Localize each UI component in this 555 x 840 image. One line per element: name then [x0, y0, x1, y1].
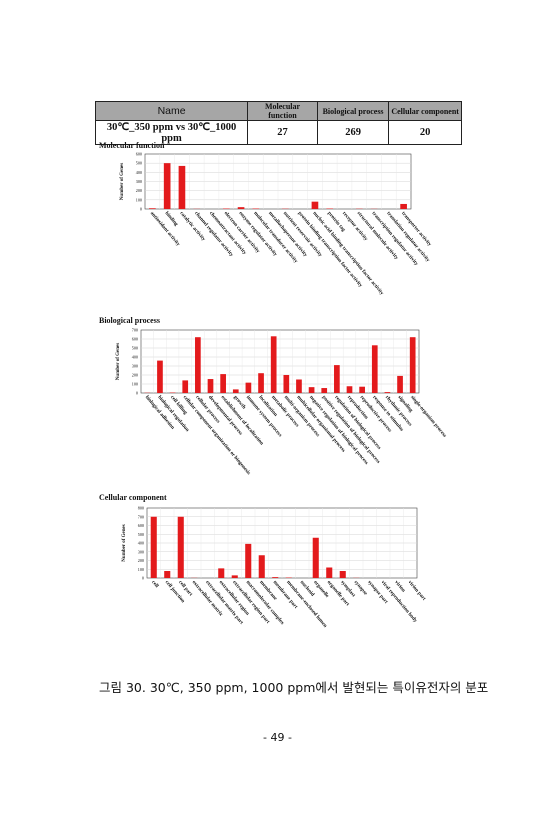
- bar: [384, 392, 391, 393]
- bar: [346, 386, 353, 393]
- cell-biological-process-count: 269: [316, 120, 390, 145]
- y-tick-label: 500: [138, 532, 144, 537]
- y-axis-label: Number of Genes: [120, 163, 125, 200]
- bar: [296, 379, 302, 393]
- y-tick-label: 700: [138, 514, 144, 519]
- y-tick-label: 100: [132, 382, 138, 387]
- bar: [258, 555, 265, 578]
- bar: [397, 375, 403, 393]
- y-tick-label: 600: [132, 337, 138, 342]
- cellular-component-chart: 0 100 200 300 400 500 600 700 800 Number of Genes…: [122, 506, 427, 629]
- bar: [326, 567, 333, 578]
- x-tick-label: virion part: [407, 579, 427, 601]
- y-tick-label: 400: [136, 170, 142, 175]
- header-name: Name: [94, 101, 249, 121]
- y-tick-label: 500: [132, 346, 138, 351]
- bar: [237, 207, 245, 209]
- y-tick-label: 0: [136, 391, 138, 396]
- bar: [164, 571, 171, 578]
- bar: [258, 373, 264, 393]
- y-tick-label: 600: [136, 152, 142, 157]
- bar: [245, 382, 252, 393]
- bar: [321, 388, 328, 393]
- chart-title-cellular-component: Cellular component: [99, 493, 167, 502]
- cell-comparison-name: 30℃_350 ppm vs 30℃_1000 ppm: [94, 120, 249, 145]
- bar: [272, 577, 279, 578]
- bar: [195, 337, 201, 393]
- bar: [163, 163, 171, 209]
- bar: [177, 516, 184, 578]
- y-tick-label: 300: [138, 549, 144, 554]
- bar: [339, 571, 346, 578]
- bar: [311, 201, 319, 209]
- cell-molecular-function-count: 27: [247, 120, 318, 145]
- bar: [270, 336, 277, 393]
- y-tick-label: 300: [136, 179, 142, 184]
- bar: [157, 360, 163, 393]
- x-tick-label: cell: [150, 579, 160, 589]
- bar: [359, 386, 365, 393]
- chart-title-molecular-function: Molecular function: [99, 141, 165, 150]
- y-tick-label: 0: [142, 576, 144, 581]
- chart-title-biological-process: Biological process: [99, 316, 160, 325]
- bar: [231, 575, 238, 578]
- bar: [312, 537, 319, 578]
- bar: [334, 365, 340, 393]
- y-tick-label: 200: [138, 558, 144, 563]
- bar: [283, 375, 290, 393]
- y-tick-label: 800: [138, 506, 144, 511]
- page-number: - 49 -: [263, 731, 292, 744]
- y-tick-label: 0: [140, 207, 142, 212]
- bar: [308, 387, 315, 393]
- bar: [232, 389, 239, 393]
- header-cellular-component: Cellular component: [388, 101, 462, 121]
- x-tick-label: single-organism process: [409, 394, 448, 438]
- y-axis-label: Number of Genes: [116, 343, 121, 380]
- bar: [409, 337, 416, 393]
- y-tick-label: 400: [132, 355, 138, 360]
- cell-cellular-component-count: 20: [388, 120, 462, 145]
- header-molecular-function: Molecular function: [247, 101, 318, 121]
- y-tick-label: 500: [136, 161, 142, 166]
- bar: [245, 543, 252, 578]
- figure-caption: 그림 30. 30℃, 350 ppm, 1000 ppm에서 발현되는 특이유…: [99, 680, 489, 695]
- summary-data-row: 30℃_350 ppm vs 30℃_1000 ppm 27 269 20: [94, 120, 462, 145]
- bar: [400, 203, 407, 209]
- bar: [220, 374, 226, 393]
- header-biological-process: Biological process: [316, 101, 390, 121]
- bar: [150, 516, 157, 578]
- y-tick-label: 200: [136, 188, 142, 193]
- bar: [218, 568, 225, 578]
- bar: [178, 165, 186, 209]
- y-tick-label: 600: [138, 523, 144, 528]
- y-tick-label: 400: [138, 541, 144, 546]
- summary-table: Name Molecular function Biological proce…: [94, 101, 462, 145]
- summary-header-row: Name Molecular function Biological proce…: [94, 101, 462, 121]
- bar: [149, 208, 156, 209]
- y-axis-label: Number of Genes: [122, 524, 127, 561]
- y-tick-label: 100: [138, 567, 144, 572]
- y-tick-label: 300: [132, 364, 138, 369]
- y-tick-label: 100: [136, 197, 142, 202]
- y-tick-label: 700: [132, 328, 138, 333]
- bar: [371, 345, 378, 393]
- bar: [182, 380, 189, 393]
- bar: [207, 379, 214, 393]
- y-tick-label: 200: [132, 373, 138, 378]
